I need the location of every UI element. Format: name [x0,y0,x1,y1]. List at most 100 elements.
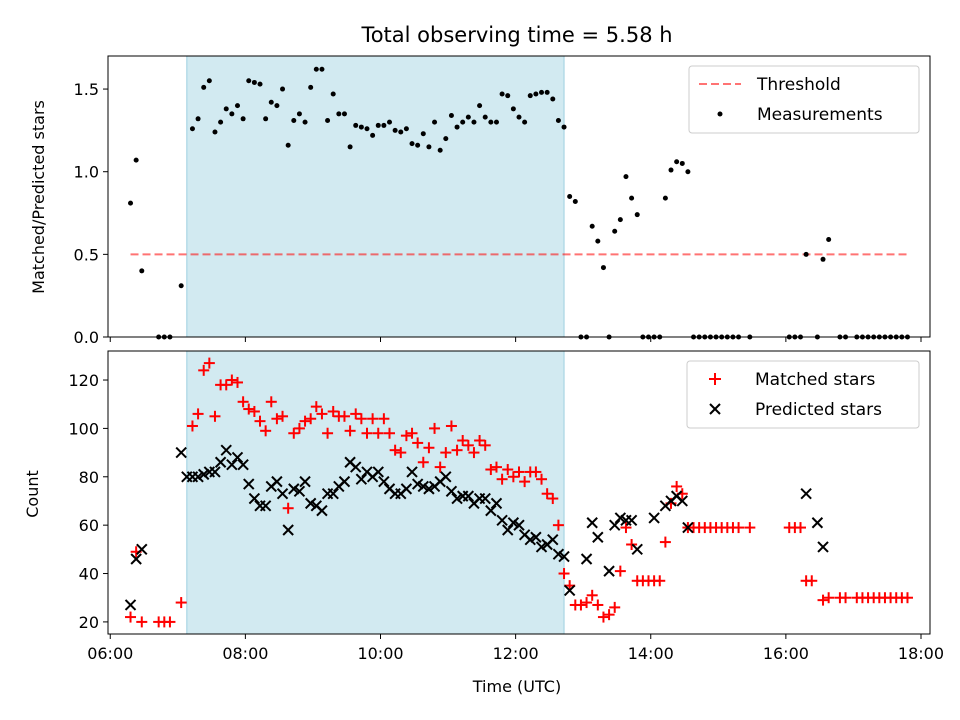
matched-star-point [609,601,621,613]
measurement-point [555,117,561,123]
measurement-point [189,126,195,132]
measurement-point [218,119,224,125]
measurement-point [510,106,516,112]
matched-star-point [400,430,412,442]
top-axes-frame [107,55,931,338]
measurement-point [595,238,601,244]
matched-star-point [164,616,176,628]
measurement-point [662,195,668,201]
measurement-point [685,169,691,175]
top-measurement-points [128,66,910,340]
matched-star-point [361,427,373,439]
measurement-point [280,86,286,92]
matched-star-point [440,447,452,459]
measurement-point [370,132,376,138]
measurement-point [296,111,302,117]
matched-star-point [530,466,542,478]
matched-star-point [502,464,514,476]
matched-star-point [220,379,232,391]
measurement-point [432,119,438,125]
matched-star-point [507,471,519,483]
xtick-label: 08:00 [222,644,268,663]
matched-star-point [496,473,508,485]
measurement-point [240,116,246,122]
measurement-point [674,159,680,165]
measurement-point [128,200,134,206]
bottom-ytick-label: 40 [79,565,99,584]
measurement-point [201,84,207,90]
bottom-shaded-interval [186,351,565,634]
measurement-point [448,113,454,119]
matched-star-point [316,408,328,420]
measurement-point [426,144,432,150]
matched-star-point [355,413,367,425]
matched-star-point [417,456,429,468]
xtick-label: 10:00 [357,644,403,663]
matched-star-point [490,461,502,473]
matched-star-point [558,568,570,580]
matched-star-point [434,461,446,473]
measurement-point [392,127,398,133]
matched-star-point [474,434,486,446]
measurement-point [139,268,145,274]
predicted-star-point [214,456,227,468]
predicted-star-point [293,485,306,497]
measurement-point [274,103,280,109]
measurement-point [589,223,595,229]
measurement-point [477,103,483,109]
matched-star-point [389,444,401,456]
matched-star-point [248,405,260,417]
matched-star-point [136,616,148,628]
measurement-point [330,91,336,97]
predicted-star-point [276,488,289,500]
legend-threshold-label: Threshold [756,75,841,95]
measurement-point [212,129,218,135]
predicted-star-point [625,514,638,527]
predicted-star-point [136,543,148,556]
measurement-point [358,124,364,130]
measurement-point [347,144,353,150]
predicted-star-point [580,553,593,565]
predicted-star-point [592,531,604,543]
predicted-star-point [338,475,351,488]
legend-predicted-label: Predicted stars [755,400,882,420]
top-legend-box [688,65,920,134]
measurement-point [133,157,139,163]
top-ytick-label: 0.5 [74,245,99,264]
predicted-star-point [563,584,576,597]
predicted-star-point [243,478,255,490]
matched-star-point [552,519,564,531]
bottom-ytick-label: 20 [79,613,99,632]
measurement-point [353,122,359,128]
matched-star-point [322,427,334,439]
measurement-point [206,78,212,84]
measurement-point [600,265,606,271]
measurement-point [268,99,274,105]
predicted-star-point [124,599,137,611]
matched-star-point [338,410,350,422]
matched-star-point [265,396,277,408]
measurement-point [471,119,477,125]
matched-star-point [378,413,390,425]
measurement-point [336,111,342,117]
bottom-ytick-label: 80 [79,468,99,487]
matched-star-point [237,396,249,408]
predicted-star-point [355,473,368,485]
measurement-point [499,91,505,97]
predicted-star-point [440,471,452,483]
matched-star-point [344,425,356,437]
measurement-point [561,124,567,130]
predicted-star-point [445,485,458,497]
measurement-point [364,126,370,132]
measurement-point [308,84,314,90]
measurement-point [522,119,528,125]
measurement-point [409,141,415,147]
matched-star-point [192,408,204,420]
matched-star-point [575,599,587,611]
bottom-legend: Matched stars Predicted stars [686,360,920,429]
measurement-point [803,251,809,257]
measurement-point [257,81,263,87]
measurement-point [623,174,629,180]
predicted-star-point [530,531,542,543]
predicted-star-point [676,495,688,507]
